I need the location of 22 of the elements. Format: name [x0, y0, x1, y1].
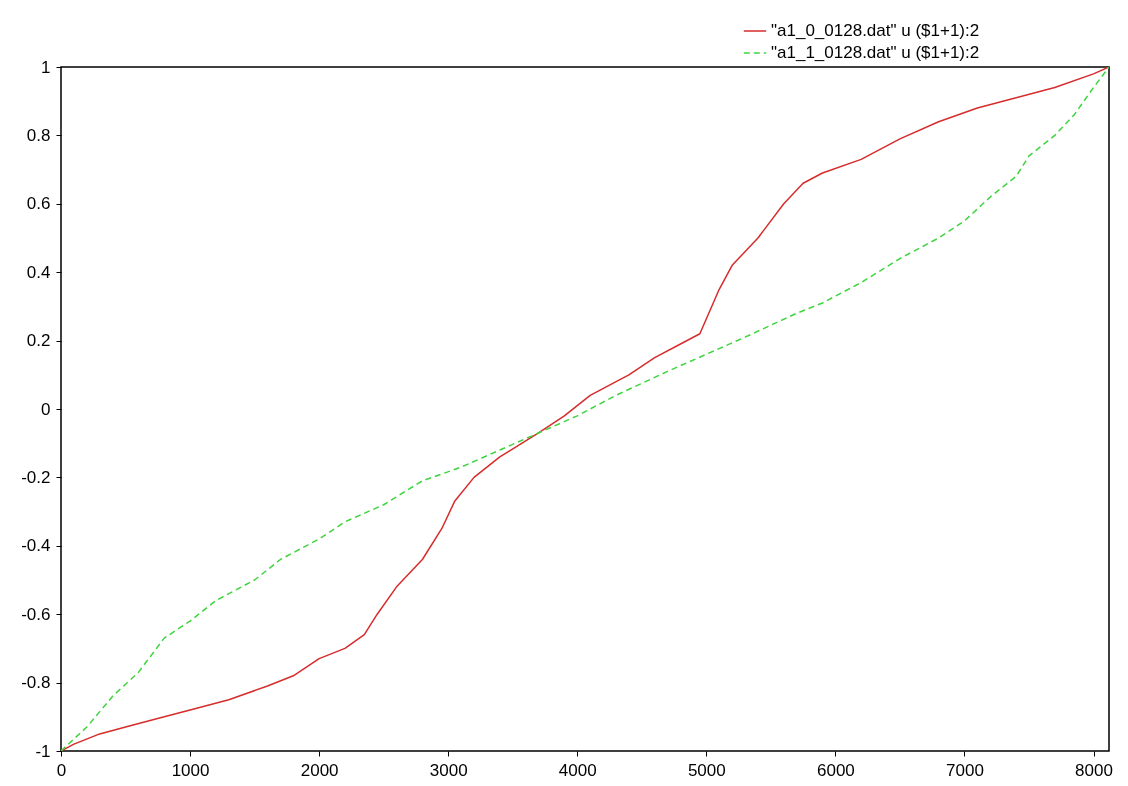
legend-label: "a1_1_0128.dat" u ($1+1):2	[771, 43, 980, 62]
y-tick-label: 0.6	[26, 194, 51, 214]
y-tick-label: -0.8	[21, 673, 51, 693]
x-tick-label: 5000	[687, 760, 726, 780]
y-tick-label: 0	[41, 399, 51, 419]
x-tick-label: 7000	[946, 760, 984, 780]
y-tick-label: 1	[41, 57, 51, 77]
y-tick-label: -0.6	[21, 604, 51, 624]
x-tick-label: 1000	[171, 760, 210, 780]
y-tick-label: -0.4	[21, 536, 51, 556]
y-tick-label: 0.2	[26, 331, 51, 351]
x-tick-label: 4000	[558, 760, 597, 780]
x-tick-label: 0	[56, 760, 67, 780]
y-tick-label: 0.4	[26, 262, 51, 282]
x-tick-label: 8000	[1075, 760, 1113, 780]
y-tick-label: 0.8	[26, 125, 51, 145]
y-tick-label: -0.2	[21, 467, 51, 487]
x-tick-label: 2000	[300, 760, 339, 780]
x-tick-label: 3000	[429, 760, 468, 780]
y-tick-label: -1	[35, 741, 51, 761]
legend-label: "a1_0_0128.dat" u ($1+1):2	[771, 21, 980, 40]
x-tick-label: 6000	[816, 760, 855, 780]
